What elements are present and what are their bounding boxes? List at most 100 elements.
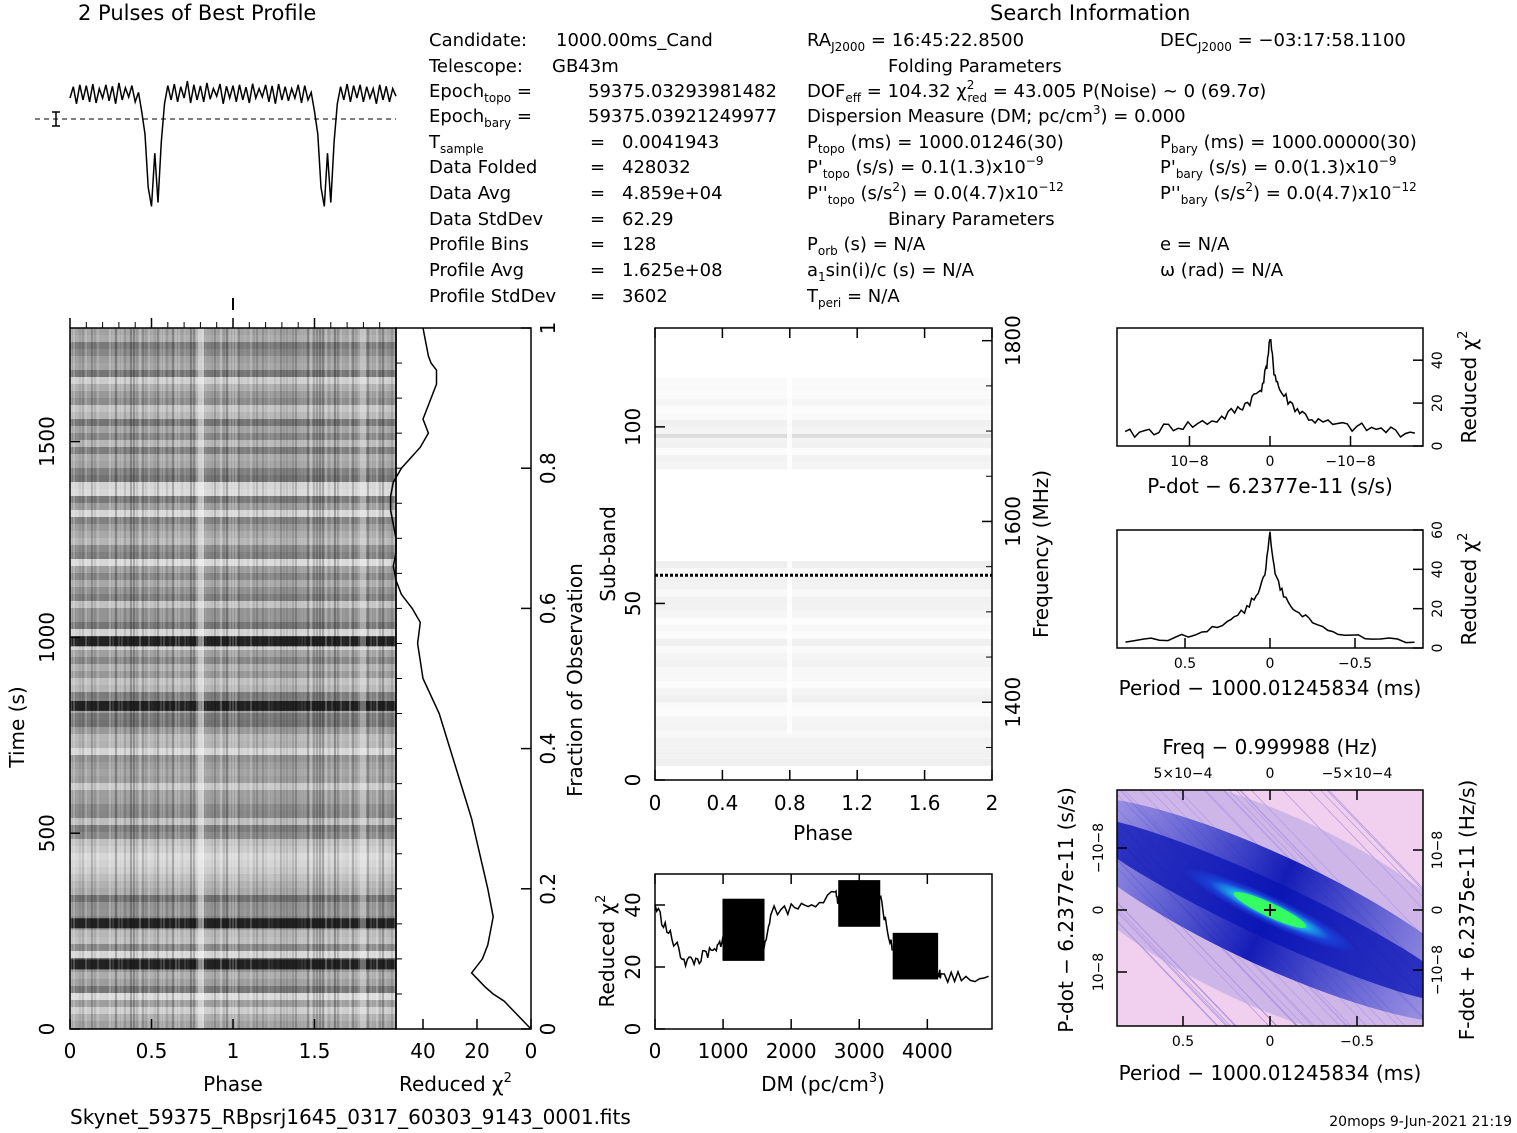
time-col	[295, 328, 297, 1029]
pdot-xtick-label: 10−8	[1170, 454, 1208, 470]
time-col	[79, 328, 81, 1029]
subband-row	[655, 448, 992, 456]
subband-row	[655, 681, 992, 689]
dm-xlabel: DM (pc/cm3)	[761, 1071, 885, 1096]
subband-xlabel: Phase	[793, 821, 853, 845]
info-profile-bins-value: 128	[622, 234, 656, 255]
subband-xtick-label: 0.8	[774, 791, 806, 815]
time-col	[82, 328, 84, 1029]
time-row	[70, 727, 396, 734]
time-row	[70, 1014, 396, 1021]
time-col	[184, 328, 186, 1029]
subband-row	[655, 391, 992, 399]
time-col	[223, 328, 225, 1029]
time-row	[70, 552, 396, 559]
time-pulse-column	[198, 328, 204, 1029]
time-col	[319, 328, 321, 1029]
info-dec: DECJ2000 = −03:17:58.1100	[1160, 30, 1406, 54]
time-col	[376, 328, 378, 1029]
info-omega: ω (rad) = N/A	[1160, 260, 1284, 281]
time-phase-xlabel: Phase	[203, 1072, 263, 1096]
period-ylabel: Reduced χ2	[1456, 533, 1481, 646]
info-data-avg-value: 4.859e+04	[622, 183, 723, 204]
dm-xtick-label: 0	[649, 1039, 662, 1063]
ppdot-right-label: F-dot + 6.2375e-11 (Hz/s)	[1455, 780, 1479, 1041]
subband-xtick-label: 0.4	[706, 791, 738, 815]
pdot-xtick-label: −10−8	[1325, 454, 1375, 470]
ppdot-stripe	[1117, 909, 1229, 1026]
time-row	[70, 454, 396, 461]
frequency-tick-label: 1800	[1001, 315, 1025, 366]
time-col	[130, 328, 132, 1029]
time-row	[70, 720, 396, 727]
period-ytick-label: 20	[1430, 600, 1446, 618]
info-tsample-eq: =	[590, 132, 605, 153]
frequency-tick-label: 1600	[1001, 496, 1025, 547]
dm-oscillation-band	[892, 932, 939, 980]
time-col	[175, 328, 177, 1029]
time-dark-row	[70, 700, 396, 711]
time-row	[70, 461, 396, 468]
time-row	[70, 580, 396, 587]
time-col	[256, 328, 258, 1029]
svg-text:=: =	[590, 260, 605, 281]
folding-params-title: Folding Parameters	[888, 56, 1062, 77]
time-col	[97, 328, 99, 1029]
subband-row	[655, 688, 992, 696]
fraction-ytick-label: 0.2	[536, 873, 560, 905]
svg-text:=: =	[590, 286, 605, 307]
subband-row	[655, 737, 992, 745]
time-col	[352, 328, 354, 1029]
period-xlabel: Period − 1000.01245834 (ms)	[1119, 676, 1422, 700]
dm-xtick-label: 1000	[698, 1039, 749, 1063]
time-row	[70, 482, 396, 489]
time-col	[235, 328, 237, 1029]
subband-row	[655, 674, 992, 682]
time-col	[370, 328, 372, 1029]
time-col	[88, 328, 90, 1029]
time-dark-row	[70, 918, 396, 929]
fraction-ytick-label: 0.8	[536, 452, 560, 484]
pdot-frame	[1116, 327, 1424, 447]
dm-ytick-label: 20	[621, 954, 645, 979]
info-epoch-bary-label: Epochbary =	[429, 106, 532, 130]
fraction-ytick-label: 1	[536, 322, 560, 335]
time-row	[70, 825, 396, 832]
subband-row	[655, 667, 992, 675]
info-epoch-bary-value: 59375.03921249977	[588, 106, 777, 127]
time-col	[220, 328, 222, 1029]
subband-row	[655, 610, 992, 618]
dm-ylabel: Reduced χ2	[594, 895, 619, 1008]
ppdot-top-tick-label: 0	[1266, 766, 1275, 782]
period-frame	[1116, 529, 1424, 649]
time-col	[355, 328, 357, 1029]
time-col	[187, 328, 189, 1029]
time-col	[322, 328, 324, 1029]
ppdot-title: Freq − 0.999988 (Hz)	[1162, 735, 1377, 759]
time-row	[70, 867, 396, 874]
time-row	[70, 412, 396, 419]
time-row	[70, 748, 396, 755]
info-tsample-label: Tsample	[428, 132, 484, 156]
time-col	[286, 328, 288, 1029]
ppdot-stripe	[1328, 790, 1423, 889]
info-data-folded-value: 428032	[622, 157, 691, 178]
info-p-bary: Pbary (ms) = 1000.00000(30)	[1160, 132, 1417, 156]
time-col	[334, 328, 336, 1029]
time-row	[70, 496, 396, 503]
time-col	[208, 328, 210, 1029]
time-col	[133, 328, 135, 1029]
time-phase-image	[70, 328, 396, 1029]
time-row	[70, 587, 396, 594]
time-row	[70, 818, 396, 825]
info-epoch-topo-label: Epochtopo =	[429, 81, 532, 105]
info-data-folded-label: Data Folded	[429, 157, 537, 178]
time-row	[70, 398, 396, 405]
subband-row	[655, 695, 992, 703]
ppdot-stripe	[1117, 911, 1227, 1026]
chi2-xtick-label: 40	[410, 1039, 435, 1063]
period-ytick-label: 0	[1430, 644, 1446, 653]
subband-row	[655, 419, 992, 427]
info-pdot-bary: P'bary (s/s) = 0.0(1.3)x10−9	[1160, 154, 1397, 181]
time-row	[70, 650, 396, 657]
